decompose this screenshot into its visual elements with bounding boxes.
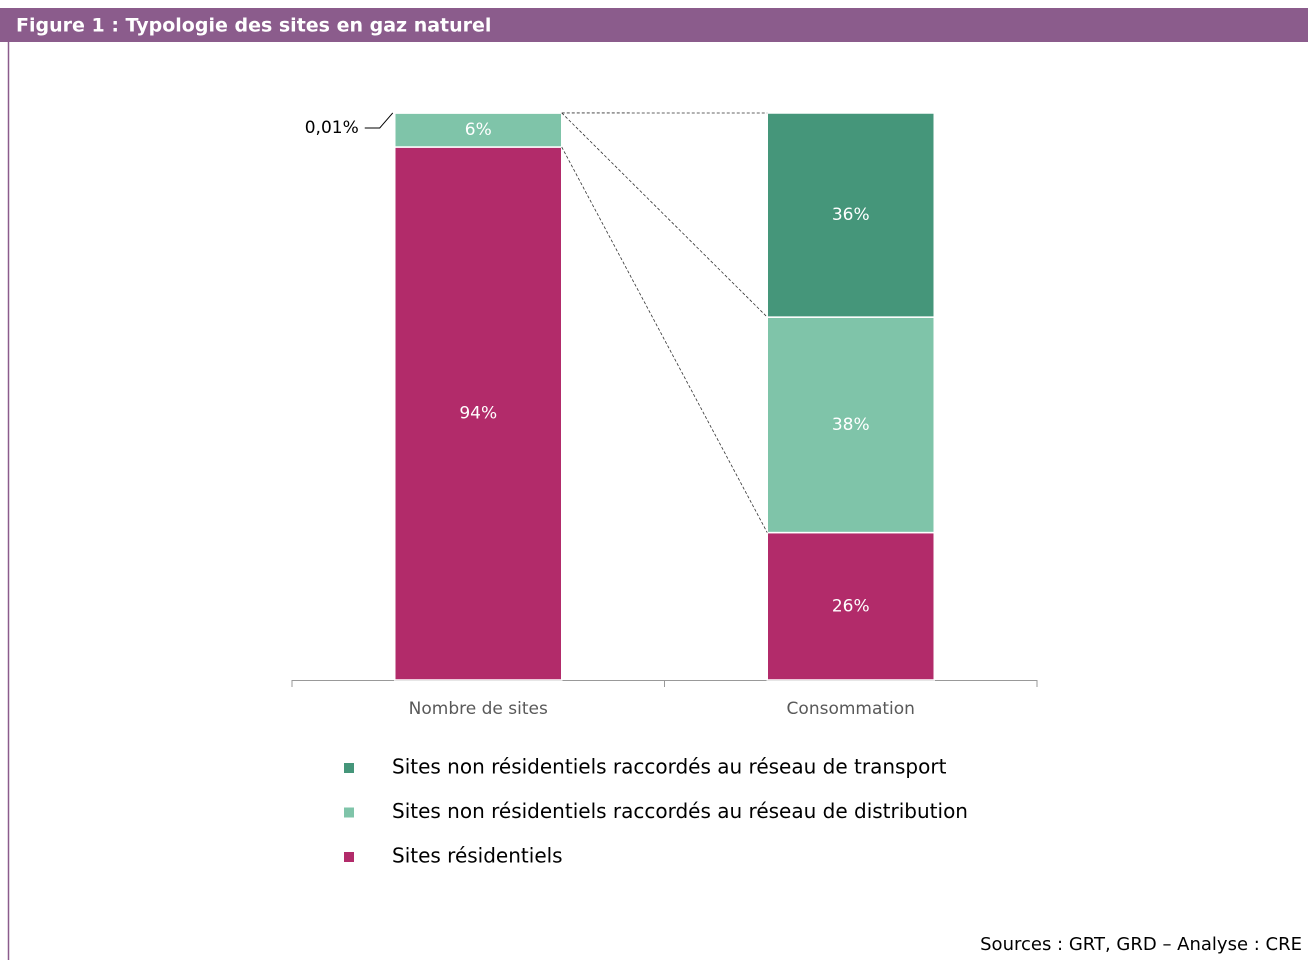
legend-swatch bbox=[344, 807, 354, 818]
header-band bbox=[0, 8, 1308, 42]
bar-segment bbox=[394, 146, 563, 681]
bar-segment bbox=[394, 112, 563, 148]
legend-label: Sites non résidentiels raccordés au rése… bbox=[392, 755, 947, 779]
x-tick-label: Consommation bbox=[787, 699, 915, 719]
bar-segment bbox=[766, 112, 935, 318]
bar-segment bbox=[766, 531, 935, 681]
value-label: 94% bbox=[459, 404, 497, 424]
legend-label: Sites résidentiels bbox=[392, 844, 563, 868]
value-label: 0,01% bbox=[305, 118, 359, 138]
source: Sources : GRT, GRD – Analyse : CRE bbox=[980, 934, 1302, 955]
legend-swatch bbox=[344, 852, 354, 862]
value-label: 26% bbox=[832, 596, 870, 616]
connector bbox=[561, 112, 768, 318]
connector bbox=[561, 146, 768, 533]
value-label: 6% bbox=[465, 120, 492, 140]
x-tick-label: Nombre de sites bbox=[409, 699, 548, 719]
legend-swatch bbox=[344, 763, 354, 773]
legend-label: Sites non résidentiels raccordés au rése… bbox=[392, 799, 968, 823]
value-label: 38% bbox=[832, 415, 870, 435]
chart-title: Figure 1 : Typologie des sites en gaz na… bbox=[16, 15, 491, 37]
bar-segment bbox=[766, 316, 935, 534]
value-label: 36% bbox=[832, 205, 870, 225]
leader-line bbox=[364, 112, 394, 129]
